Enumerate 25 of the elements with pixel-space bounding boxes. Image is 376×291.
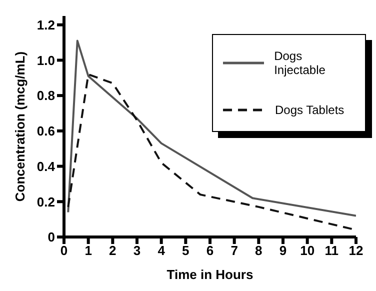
x-tick-label: 9 (279, 243, 287, 258)
x-tick-label: 10 (300, 243, 315, 258)
x-tick-label: 4 (158, 243, 166, 258)
y-tick-label: 0.2 (36, 194, 55, 210)
y-tick-label: 0 (48, 230, 55, 245)
x-tick-label: 12 (348, 243, 364, 258)
x-tick-label: 11 (324, 243, 339, 258)
x-tick-label: 2 (109, 243, 116, 258)
line-series (67, 40, 356, 217)
x-tick-label: 6 (206, 243, 214, 258)
legend-label: Dogs Tablets (275, 103, 344, 117)
y-tick-label: 0.4 (36, 158, 56, 174)
y-axis-title: Concentration (mcg/mL) (12, 51, 28, 202)
x-tick-label: 3 (133, 243, 141, 258)
x-tick-label: 0 (60, 243, 68, 258)
x-axis-title: Time in Hours (166, 267, 254, 282)
x-tick-label: 7 (230, 243, 238, 258)
y-tick-label: 0.8 (36, 88, 55, 104)
y-tick-label: 1.0 (36, 52, 55, 68)
x-tick-label: 8 (255, 243, 262, 258)
y-tick-label: 1.2 (36, 17, 55, 32)
legend-label: Dogs Injectable (274, 49, 326, 77)
x-tick-label: 1 (84, 243, 92, 258)
x-tick-label: 5 (182, 243, 190, 258)
y-tick-label: 0.6 (36, 124, 55, 139)
